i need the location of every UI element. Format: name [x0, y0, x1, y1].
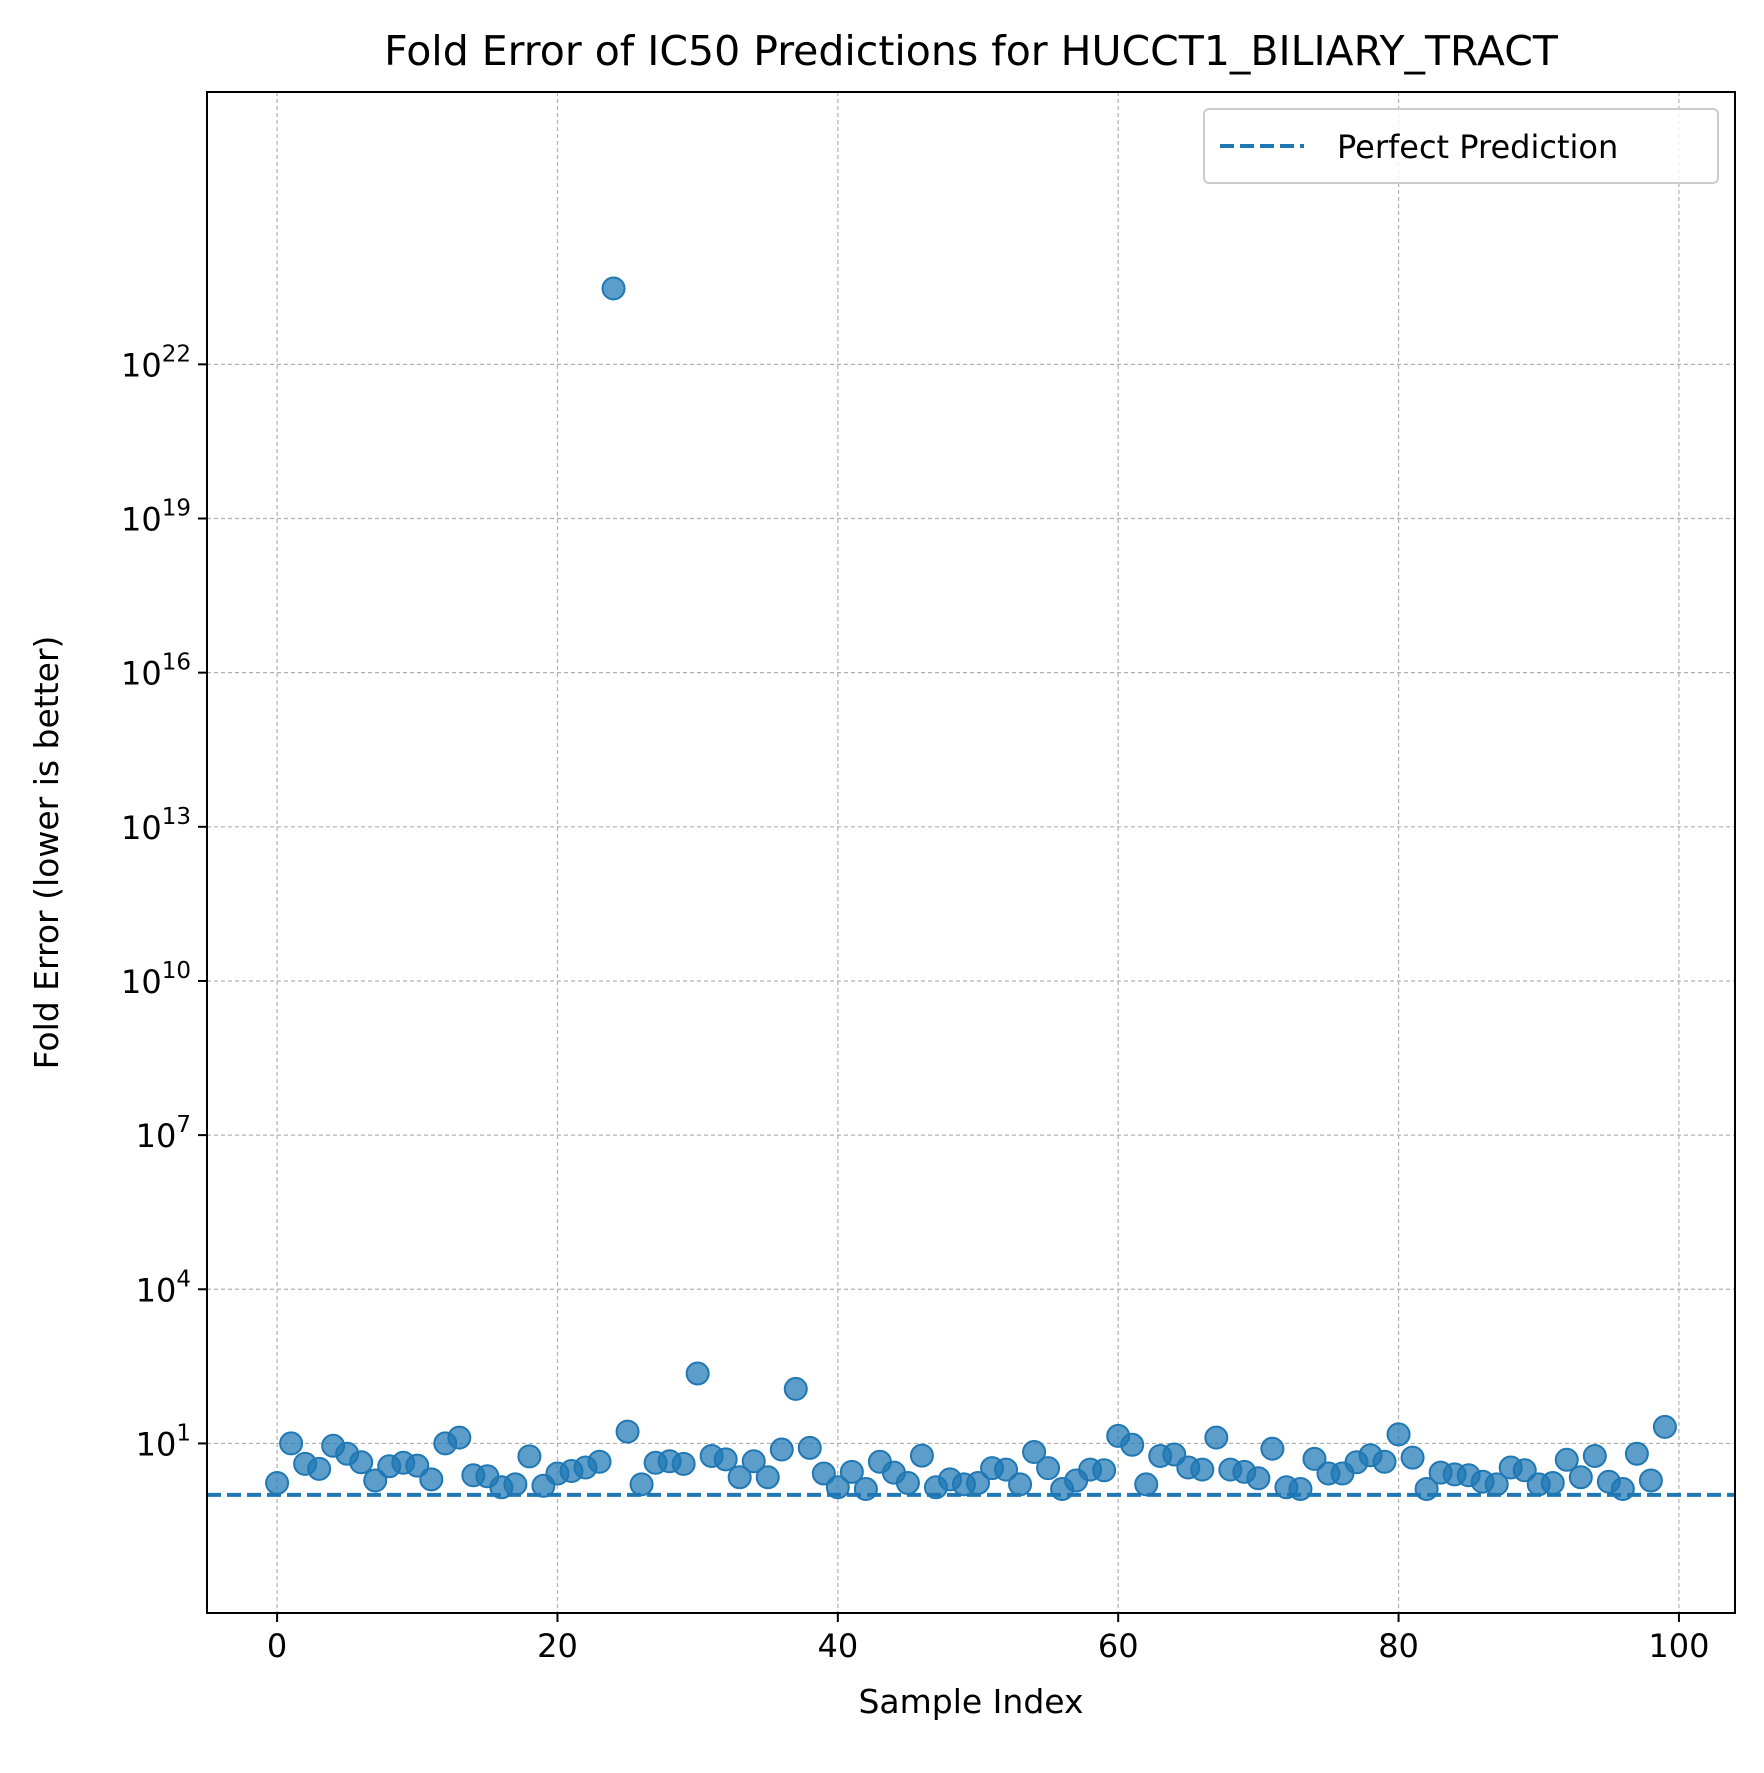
x-tick-label: 0 — [267, 1627, 287, 1665]
y-axis-ticks: 101 104 107 1010 1013 1016 1019 1022 — [121, 341, 207, 1463]
data-point — [1624, 1441, 1649, 1466]
data-point — [1568, 1465, 1593, 1490]
x-tick-label: 40 — [817, 1627, 858, 1665]
data-point — [517, 1444, 542, 1469]
data-point — [966, 1470, 991, 1495]
x-tick-label: 20 — [537, 1627, 578, 1665]
data-point — [1484, 1472, 1509, 1497]
data-point — [629, 1472, 654, 1497]
plot-area-frame — [206, 91, 1736, 1614]
data-point — [1610, 1476, 1635, 1501]
legend-label-perfect-prediction: Perfect Prediction — [1337, 128, 1618, 166]
data-point — [755, 1465, 780, 1490]
data-point — [769, 1437, 794, 1462]
data-point — [825, 1475, 850, 1500]
data-point — [1414, 1476, 1439, 1501]
y-tick-label: 101 — [136, 1420, 191, 1463]
legend: Perfect Prediction — [1203, 108, 1719, 184]
x-axis-label: Sample Index — [858, 1682, 1083, 1721]
data-point — [783, 1376, 808, 1401]
data-points — [265, 276, 1677, 1501]
x-tick-label: 60 — [1098, 1627, 1139, 1665]
data-point — [447, 1425, 472, 1450]
legend-box — [1203, 108, 1719, 184]
y-tick-label: 1016 — [121, 650, 191, 693]
data-point — [1302, 1446, 1327, 1471]
y-tick-label: 107 — [136, 1112, 191, 1155]
data-point — [279, 1431, 304, 1456]
data-point — [1008, 1472, 1033, 1497]
data-point — [1092, 1458, 1117, 1483]
data-point — [909, 1443, 934, 1468]
data-point — [1540, 1470, 1565, 1495]
data-point — [895, 1470, 920, 1495]
y-axis-label: Fold Error (lower is better) — [27, 636, 66, 1070]
x-tick-label: 100 — [1648, 1627, 1709, 1665]
data-point — [363, 1468, 388, 1493]
chart-title: Fold Error of IC50 Predictions for HUCCT… — [384, 27, 1559, 75]
data-point — [797, 1435, 822, 1460]
y-tick-label: 1022 — [121, 341, 191, 384]
data-point — [1204, 1425, 1229, 1450]
data-point — [1652, 1414, 1677, 1439]
data-point — [1246, 1466, 1271, 1491]
x-axis-ticks: 0 20 40 60 80 100 — [267, 1613, 1709, 1665]
data-point — [615, 1419, 640, 1444]
data-point — [1554, 1447, 1579, 1472]
data-point — [1288, 1476, 1313, 1501]
data-point — [713, 1447, 738, 1472]
data-point — [1120, 1432, 1145, 1457]
data-point — [1022, 1440, 1047, 1465]
data-point — [1190, 1457, 1215, 1482]
data-point — [853, 1476, 878, 1501]
data-point — [1036, 1456, 1061, 1481]
data-point — [727, 1465, 752, 1490]
y-tick-label: 1013 — [121, 804, 191, 847]
y-tick-label: 104 — [136, 1266, 191, 1309]
y-tick-label: 1010 — [121, 958, 191, 1001]
data-point — [839, 1459, 864, 1484]
data-point — [1386, 1422, 1411, 1447]
data-point — [419, 1467, 444, 1492]
data-point — [1134, 1472, 1159, 1497]
data-point — [1638, 1468, 1663, 1493]
data-point — [587, 1449, 612, 1474]
data-point — [503, 1472, 528, 1497]
data-point — [307, 1456, 332, 1481]
data-point — [601, 276, 626, 301]
data-point — [994, 1457, 1019, 1482]
data-point — [1372, 1449, 1397, 1474]
data-point — [1400, 1445, 1425, 1470]
data-point — [1512, 1458, 1537, 1483]
y-tick-label: 1019 — [121, 495, 191, 538]
data-point — [265, 1470, 290, 1495]
data-point — [349, 1450, 374, 1475]
data-point — [671, 1451, 696, 1476]
data-point — [685, 1361, 710, 1386]
data-point — [1260, 1436, 1285, 1461]
data-point — [1582, 1443, 1607, 1468]
data-point — [741, 1449, 766, 1474]
x-tick-label: 80 — [1378, 1627, 1419, 1665]
